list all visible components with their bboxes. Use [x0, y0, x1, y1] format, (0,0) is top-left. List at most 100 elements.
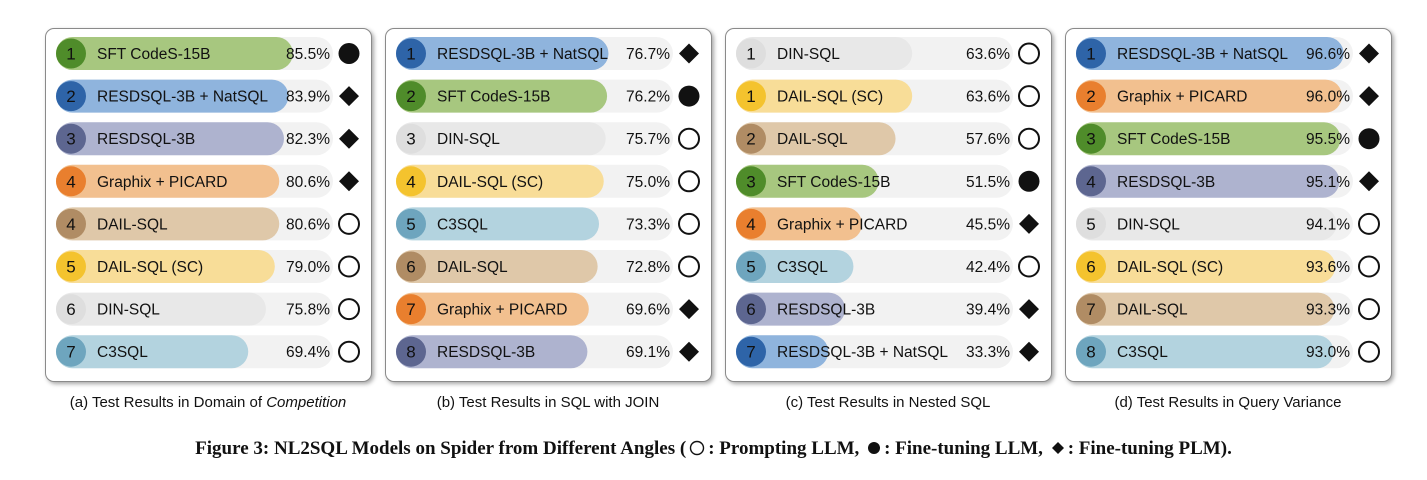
- chart-panel-c: 1 DIN-SQL 63.6% 1 DAIL-SQL (SC) 63.6% 2 DAIL-SQ…: [725, 28, 1052, 382]
- value-label: 42.4%: [966, 259, 1010, 276]
- category-label: C3SQL: [1117, 344, 1168, 361]
- legend-prompting-label: : Prompting LLM,: [708, 438, 860, 459]
- rank-badge: [1076, 81, 1106, 112]
- rank-badge: [736, 123, 766, 154]
- bar-row-a-1: 1 SFT CodeS-15B 85.5%: [56, 37, 360, 70]
- rank-label: 6: [746, 300, 755, 319]
- rank-badge: [1076, 336, 1106, 367]
- value-label: 96.0%: [1306, 89, 1350, 106]
- category-label: DIN-SQL: [777, 46, 840, 63]
- rank-badge: [396, 81, 426, 112]
- bar-row-c-4: 3 SFT CodeS-15B 51.5%: [736, 164, 1040, 198]
- rank-label: 5: [406, 215, 415, 234]
- value-label: 51.5%: [966, 174, 1010, 191]
- value-label: 83.9%: [286, 89, 330, 106]
- bar-row-d-4: 4 RESDSQL-3B 95.1%: [1076, 164, 1379, 198]
- category-label: C3SQL: [437, 216, 488, 233]
- bar-c-5: [736, 207, 863, 241]
- bar-row-c-8: 7 RESDSQL-3B + NatSQL 33.3%: [736, 335, 1039, 369]
- category-label: DIN-SQL: [97, 302, 160, 319]
- chart-panel-a: 1 SFT CodeS-15B 85.5% 2 RESDSQL-3B + NatSQL 8…: [45, 28, 372, 382]
- circle-marker-icon: [338, 255, 360, 278]
- rank-label: 8: [1086, 343, 1095, 362]
- rank-badge: [56, 38, 86, 69]
- category-label: DAIL-SQL: [437, 259, 508, 276]
- bar-a-5: [56, 207, 280, 241]
- bar-row-a-3: 3 RESDSQL-3B 82.3%: [56, 122, 359, 156]
- rank-badge: [1076, 294, 1106, 325]
- category-label: Graphix + PICARD: [97, 174, 228, 191]
- bar-row-d-8: 8 C3SQL 93.0%: [1076, 335, 1380, 369]
- rank-badge: [736, 166, 766, 197]
- caption-c-text: (c) Test Results in Nested SQL: [785, 394, 991, 411]
- bar-d-5: [1076, 207, 1337, 241]
- value-label: 94.1%: [1306, 216, 1350, 233]
- value-label: 76.7%: [626, 46, 670, 63]
- bar-row-a-2: 2 RESDSQL-3B + NatSQL 83.9%: [56, 79, 359, 113]
- bar-b-2: [396, 79, 608, 113]
- legend-finetune-plm-label: : Fine-tuning PLM).: [1067, 438, 1232, 459]
- bar-d-4: [1076, 164, 1340, 198]
- category-label: DAIL-SQL: [97, 216, 168, 233]
- diamond-marker-icon: [1359, 43, 1379, 64]
- value-label: 76.2%: [626, 89, 670, 106]
- circle-marker-icon: [1358, 212, 1380, 235]
- rank-badge: [736, 208, 766, 239]
- bar-row-c-7: 6 RESDSQL-3B 39.4%: [736, 292, 1039, 326]
- bar-d-3: [1076, 122, 1341, 156]
- bar-c-3: [736, 122, 896, 156]
- circle-marker-icon: [1358, 340, 1380, 363]
- rank-badge: [396, 123, 426, 154]
- rank-badge: [396, 336, 426, 367]
- caption-a-text: (a) Test Results in Domain of: [69, 394, 263, 411]
- bar-row-b-7: 7 Graphix + PICARD 69.6%: [396, 292, 699, 326]
- bar-a-8: [56, 335, 249, 369]
- dot-marker-icon: [868, 442, 881, 455]
- circle-marker-icon: [338, 298, 360, 321]
- value-label: 75.8%: [286, 302, 330, 319]
- category-label: SFT CodeS-15B: [97, 46, 210, 63]
- dot-marker-icon: [1018, 170, 1040, 192]
- bar-row-c-6: 5 C3SQL 42.4%: [736, 250, 1040, 283]
- category-label: RESDSQL-3B + NatSQL: [1117, 46, 1288, 63]
- rank-label: 4: [66, 172, 75, 191]
- rank-label: 5: [746, 258, 755, 277]
- bar-c-6: [736, 250, 854, 283]
- bar-b-6: [396, 250, 598, 283]
- bar-row-c-2: 1 DAIL-SQL (SC) 63.6%: [736, 79, 1040, 113]
- rank-label: 4: [66, 215, 75, 234]
- circle-marker-icon: [1018, 42, 1040, 65]
- bar-b-1: [396, 37, 609, 70]
- circle-marker-icon: [1018, 127, 1040, 150]
- bar-row-c-5: 4 Graphix + PICARD 45.5%: [736, 207, 1039, 241]
- diamond-marker-icon: [679, 299, 699, 320]
- rank-label: 7: [66, 343, 75, 362]
- rank-badge: [396, 251, 426, 282]
- bar-row-a-8: 7 C3SQL 69.4%: [56, 335, 360, 369]
- value-label: 69.6%: [626, 302, 670, 319]
- dot-marker-icon: [678, 85, 700, 107]
- bar-row-b-1: 1 RESDSQL-3B + NatSQL 76.7%: [396, 37, 699, 70]
- rank-label: 6: [1086, 258, 1095, 277]
- circle-marker-icon: [678, 170, 700, 193]
- dot-marker-icon: [338, 43, 360, 64]
- bar-row-c-3: 2 DAIL-SQL 57.6%: [736, 122, 1040, 156]
- value-label: 69.4%: [286, 344, 330, 361]
- value-label: 75.7%: [626, 131, 670, 148]
- rank-badge: [736, 251, 766, 282]
- bar-row-b-6: 6 DAIL-SQL 72.8%: [396, 250, 700, 283]
- rank-badge: [56, 208, 86, 239]
- category-label: RESDSQL-3B: [1117, 174, 1215, 191]
- value-label: 63.6%: [966, 89, 1010, 106]
- value-label: 45.5%: [966, 216, 1010, 233]
- rank-badge: [56, 123, 86, 154]
- bar-b-3: [396, 122, 606, 156]
- bar-row-b-3: 3 DIN-SQL 75.7%: [396, 122, 700, 156]
- value-label: 96.6%: [1306, 46, 1350, 63]
- category-label: RESDSQL-3B + NatSQL: [437, 46, 608, 63]
- category-label: SFT CodeS-15B: [1117, 131, 1230, 148]
- bar-b-8: [396, 335, 588, 369]
- caption-a-italic: Competition: [266, 394, 347, 411]
- value-label: 57.6%: [966, 131, 1010, 148]
- category-label: DAIL-SQL (SC): [1117, 259, 1223, 276]
